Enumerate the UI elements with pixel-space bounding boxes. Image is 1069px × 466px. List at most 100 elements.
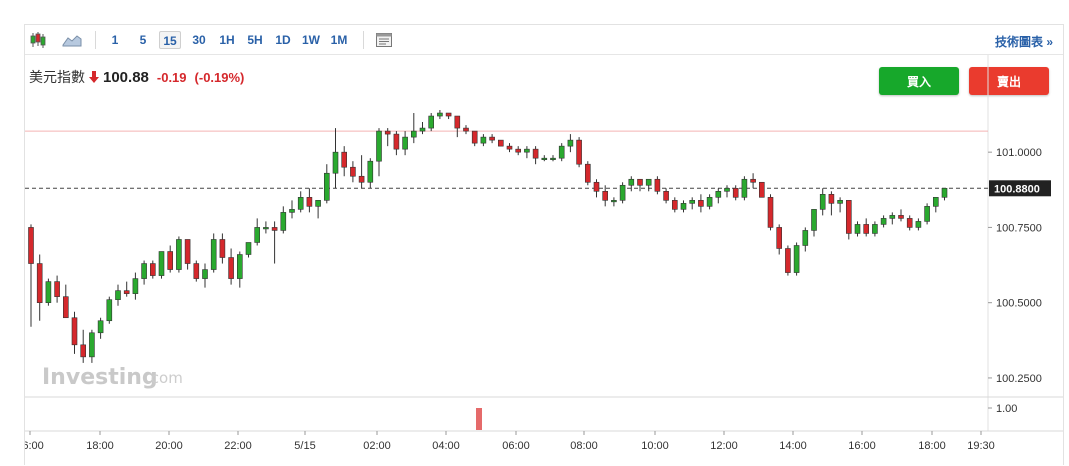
candle [558, 143, 565, 162]
candle-body [776, 227, 783, 249]
candle [428, 113, 435, 132]
candle-body [410, 130, 417, 138]
candle-body [263, 227, 269, 230]
candle [254, 218, 260, 246]
candle-body [384, 130, 391, 135]
candle [332, 128, 339, 189]
candle-body [854, 224, 861, 234]
candle [715, 188, 722, 204]
time-axis: 16:00 18:00 20:00 22:00 5/15 02:00 04:00 06:00 0… [25, 431, 995, 452]
interval-1m[interactable]: 1M [330, 33, 348, 47]
candle [54, 275, 60, 303]
candle-body [932, 197, 939, 207]
candle-body [802, 230, 809, 246]
candle-body [915, 221, 922, 228]
candle-body [428, 115, 435, 129]
candle-body [158, 251, 165, 276]
candle [837, 197, 843, 213]
volume-pane: 1.00 [476, 403, 1017, 430]
sell-button[interactable]: 賣出 [969, 67, 1049, 95]
candle [637, 178, 643, 192]
candle-body [271, 227, 278, 231]
interval-5[interactable]: 5 [139, 33, 147, 47]
candle-body [184, 239, 191, 264]
interval-1w[interactable]: 1W [302, 33, 320, 47]
candle [437, 110, 443, 120]
area-chart-icon[interactable] [61, 29, 83, 51]
interval-15[interactable]: 15 [159, 31, 181, 49]
candle-body [106, 299, 113, 322]
candle-body [245, 242, 252, 255]
interval-1h[interactable]: 1H [219, 33, 235, 47]
candle-body [637, 178, 643, 186]
time-tick-label: 04:00 [432, 440, 460, 452]
candle [176, 236, 182, 273]
time-tick-label: 16:00 [848, 440, 876, 452]
candle [680, 200, 687, 213]
candle-body [558, 145, 565, 159]
candle [402, 131, 408, 156]
interval-30[interactable]: 30 [192, 33, 206, 47]
candle-body [497, 139, 504, 147]
candle-body [706, 197, 713, 207]
candle-body [80, 344, 87, 358]
candle-body [645, 178, 652, 186]
candle [854, 221, 861, 237]
candle-body [115, 290, 121, 300]
current-price-label [989, 180, 1051, 197]
price-chart[interactable]: Investing .com 101.0000100.7500100.50001… [25, 25, 1063, 466]
instrument-name: 美元指數 [29, 69, 85, 85]
candle-body [715, 190, 722, 198]
toolbar-divider [95, 31, 96, 49]
candle [506, 143, 513, 153]
interval-1[interactable]: 1 [111, 33, 119, 47]
candle [289, 200, 295, 219]
time-tick-label: 10:00 [641, 440, 669, 452]
candle [793, 242, 800, 276]
watermark: Investing .com [42, 365, 183, 390]
buy-button[interactable]: 買入 [879, 67, 959, 95]
candle-body [793, 245, 800, 273]
candle-body [89, 332, 95, 358]
candle [802, 227, 809, 252]
candle-body [906, 218, 913, 228]
candle-body [210, 239, 217, 270]
chart-grid [25, 55, 1063, 432]
candle-body [671, 200, 678, 210]
candle [489, 134, 495, 144]
last-price: 100.88 [103, 68, 149, 86]
candle-body [228, 257, 234, 279]
candle-body [732, 187, 739, 198]
candle-body [532, 148, 539, 159]
candle [28, 224, 34, 327]
candle [845, 200, 852, 240]
candle-body [654, 178, 661, 192]
candle-body [150, 263, 156, 276]
time-tick-label: 22:00 [224, 440, 252, 452]
candle-body [323, 172, 330, 201]
candle [611, 197, 617, 207]
candle-body [602, 190, 609, 201]
technical-chart-link[interactable]: 技術圖表 » [994, 35, 1053, 49]
candle [376, 128, 382, 177]
candle-body [480, 136, 487, 144]
candle-body [872, 224, 878, 234]
candle [350, 161, 356, 183]
candle [811, 209, 817, 237]
candle-body [280, 212, 287, 231]
interval-5h[interactable]: 5H [247, 33, 263, 47]
candlestick-icon[interactable] [27, 29, 49, 51]
candle-body [524, 148, 530, 153]
settings-panel-icon[interactable] [373, 29, 395, 51]
candle-body [28, 227, 34, 264]
candle-body [619, 184, 626, 201]
candle [732, 185, 739, 201]
interval-1d[interactable]: 1D [275, 33, 291, 47]
price-tick-label: 101.0000 [996, 147, 1042, 159]
candle [750, 173, 756, 189]
chart-toolbar: 1 5 15 30 1H 5H 1D 1W 1M 技術圖表 » [25, 25, 1063, 55]
candle [202, 263, 208, 288]
candle [776, 224, 783, 255]
candle-body [541, 157, 548, 160]
time-tick-label: 5/15 [294, 440, 315, 452]
